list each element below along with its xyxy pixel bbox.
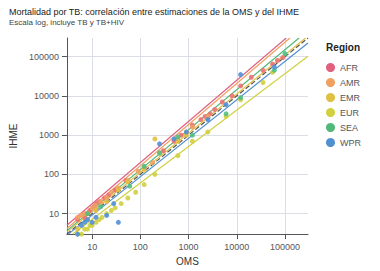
svg-text:Mortalidad por TB: correlación: Mortalidad por TB: correlación entre est… [9,7,299,17]
svg-text:EMR: EMR [340,93,361,103]
svg-text:SEA: SEA [340,123,358,133]
svg-text:10: 10 [49,209,59,219]
svg-text:10: 10 [87,242,97,252]
svg-text:Region: Region [326,42,360,53]
svg-text:OMS: OMS [176,256,199,267]
svg-text:10000: 10000 [224,242,249,252]
svg-text:100000: 100000 [29,52,59,62]
svg-text:100: 100 [133,242,148,252]
svg-text:AMR: AMR [340,78,361,88]
svg-text:100000: 100000 [270,242,300,252]
svg-text:1000: 1000 [179,242,199,252]
svg-text:Escala log, incluye TB y TB+HI: Escala log, incluye TB y TB+HIV [9,18,125,27]
svg-text:AFR: AFR [340,63,359,73]
svg-text:100: 100 [44,169,59,179]
svg-text:IHME: IHME [8,123,19,148]
svg-text:1000: 1000 [39,130,59,140]
svg-text:EUR: EUR [340,108,360,118]
svg-text:10000: 10000 [34,91,59,101]
svg-text:WPR: WPR [340,138,361,148]
